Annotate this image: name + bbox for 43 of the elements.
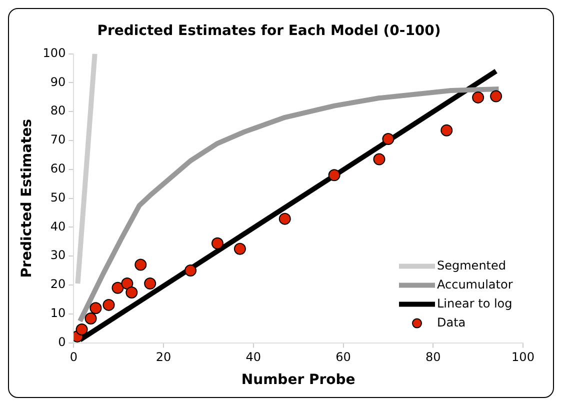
point <box>278 212 291 225</box>
x-tick-label: 40 <box>246 350 262 364</box>
point <box>440 124 453 136</box>
y-axis-title: Predicted Estimates <box>19 118 36 278</box>
point <box>84 312 97 325</box>
y-tick-label: 100 <box>42 46 66 60</box>
x-tick-label: 80 <box>426 350 441 364</box>
y-tick-label: 20 <box>50 277 66 292</box>
y-tick-label: 40 <box>50 219 66 234</box>
y-tick-label: 70 <box>50 132 66 147</box>
point <box>102 298 115 311</box>
point <box>373 153 386 166</box>
point <box>76 324 88 336</box>
y-tick-label: 0 <box>58 334 66 349</box>
legend-label: Accumulator <box>437 277 513 292</box>
y-tick-label: 60 <box>50 162 66 176</box>
x-tick-label: 100 <box>512 350 534 364</box>
legend-label: Linear to log <box>437 296 512 310</box>
y-tick-label: 10 <box>50 306 66 320</box>
y-tick-label: 30 <box>50 248 66 262</box>
x-tick-label: 20 <box>156 350 172 364</box>
point <box>211 237 224 250</box>
point <box>328 169 340 182</box>
point <box>490 90 502 102</box>
y-tick-label: 90 <box>50 74 66 89</box>
point <box>112 282 124 294</box>
chart-title: Predicted Estimates for Each Model (0-100) <box>97 23 441 40</box>
y-tick-label: 50 <box>50 190 66 204</box>
point <box>126 286 138 299</box>
legend-label: Data <box>437 315 466 330</box>
x-tick-label: 0 <box>70 350 78 364</box>
point <box>472 91 484 104</box>
point <box>144 278 156 290</box>
point <box>184 264 197 277</box>
point <box>90 302 102 314</box>
point <box>121 278 134 290</box>
point <box>134 258 147 271</box>
point <box>382 133 394 146</box>
point <box>234 242 246 255</box>
x-axis-title: Number Probe <box>241 372 356 388</box>
x-tick-label: 60 <box>336 350 351 364</box>
legend-label: Segmented <box>437 258 506 272</box>
y-tick-label: 80 <box>50 104 66 118</box>
